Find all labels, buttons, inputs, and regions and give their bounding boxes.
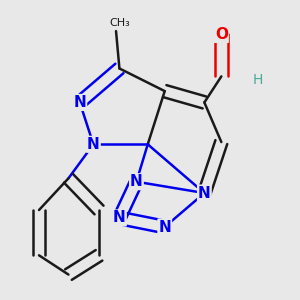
Text: N: N xyxy=(74,95,86,110)
Text: N: N xyxy=(113,210,126,225)
Text: O: O xyxy=(215,27,228,42)
Text: N: N xyxy=(198,185,211,200)
Text: N: N xyxy=(158,220,171,235)
Text: H: H xyxy=(252,73,263,87)
Text: N: N xyxy=(87,137,100,152)
Text: CH₃: CH₃ xyxy=(109,18,130,28)
Text: N: N xyxy=(130,174,143,189)
